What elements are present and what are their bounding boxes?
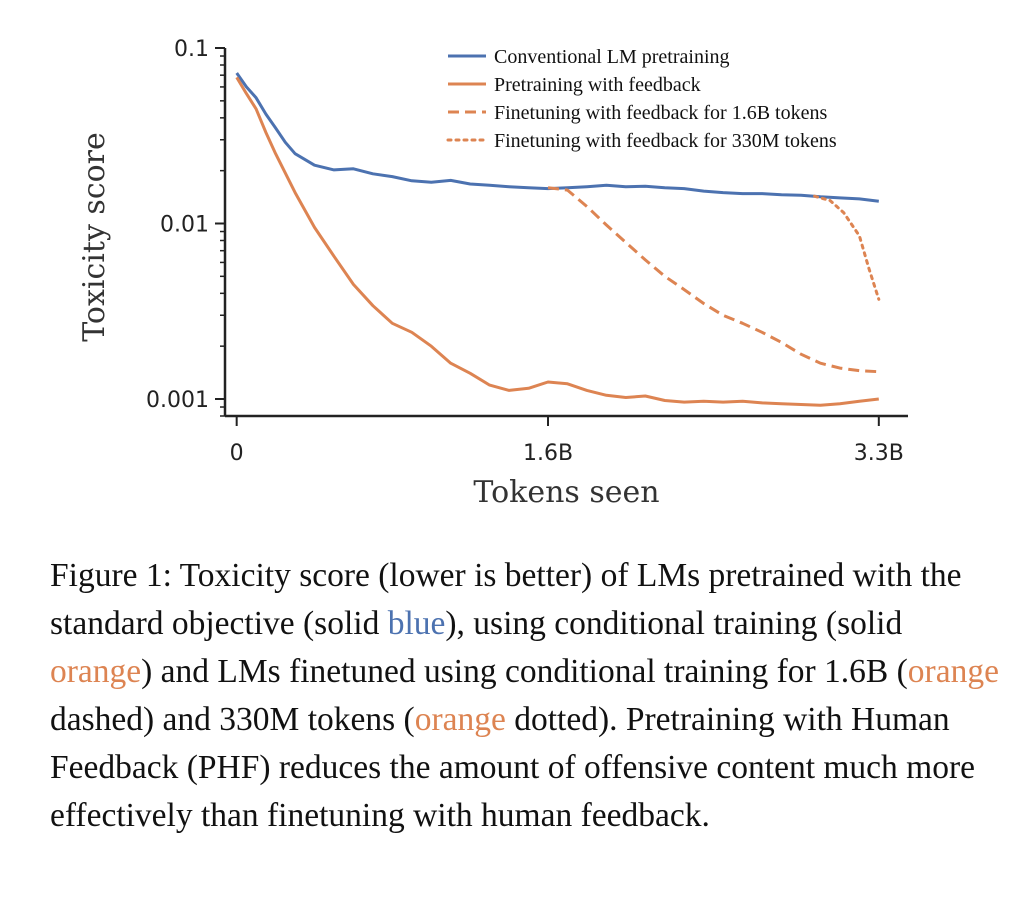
caption-blue-word: blue bbox=[387, 605, 446, 642]
y-tick-label: 0.01 bbox=[160, 212, 209, 237]
caption-text: dotted). Pretraining with Human Feedback… bbox=[50, 701, 976, 834]
caption-orange-word: orange bbox=[907, 653, 999, 690]
series-line-1 bbox=[235, 72, 879, 203]
ticks: 0.1 0.01 0.001 0 1.6B 3.3B bbox=[146, 37, 904, 466]
y-tick-label: 0.1 bbox=[174, 37, 209, 62]
caption-text: dashed) and 330M tokens ( bbox=[50, 701, 415, 738]
toxicity-chart: 0.1 0.01 0.001 0 1.6B 3.3B Conventional LM pr… bbox=[77, 37, 908, 510]
caption-orange-word: orange bbox=[414, 701, 506, 738]
caption-text: ), using conditional training (solid bbox=[445, 605, 903, 642]
y-tick-label: 0.001 bbox=[146, 388, 209, 413]
caption-orange-word: orange bbox=[50, 653, 142, 690]
legend: Conventional LM pretraining Pretraining w… bbox=[446, 46, 837, 152]
legend-label: Finetuning with feedback for 1.6B tokens bbox=[494, 102, 827, 124]
legend-label: Conventional LM pretraining bbox=[494, 46, 730, 68]
x-tick-label: 3.3B bbox=[854, 441, 904, 466]
caption-text: ) and LMs finetuned using conditional tr… bbox=[141, 653, 908, 690]
series-line-2 bbox=[235, 76, 879, 407]
figure-caption: Figure 1: Toxicity score (lower is bette… bbox=[50, 552, 1010, 840]
series-line-3 bbox=[547, 186, 879, 374]
y-axis-label: Toxicity score bbox=[77, 132, 112, 342]
legend-label: Finetuning with feedback for 330M tokens bbox=[494, 130, 837, 152]
x-tick-label: 0 bbox=[230, 441, 244, 466]
legend-label: Pretraining with feedback bbox=[494, 74, 701, 96]
x-axis-label: Tokens seen bbox=[473, 475, 659, 510]
series-line-4 bbox=[813, 194, 881, 301]
caption-text: Figure 1: Toxicity score (lower is bette… bbox=[50, 557, 962, 642]
x-tick-label: 1.6B bbox=[523, 441, 573, 466]
series-lines bbox=[235, 72, 881, 407]
